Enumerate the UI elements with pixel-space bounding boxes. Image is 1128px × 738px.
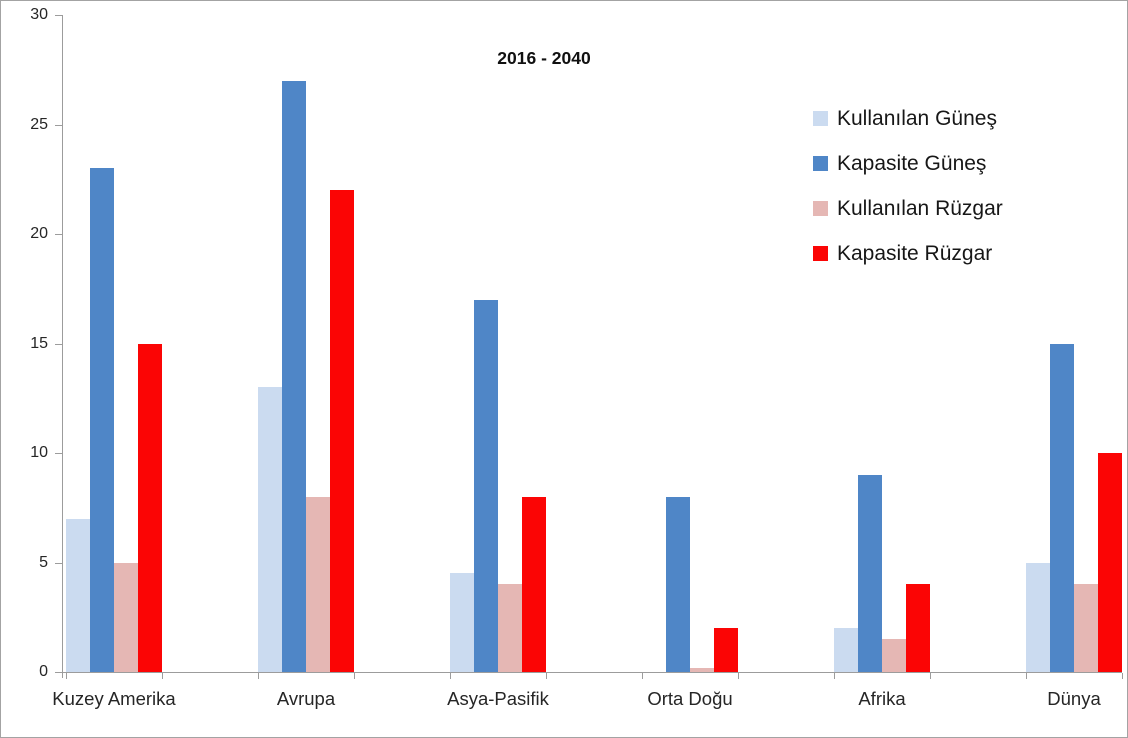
y-tick: [55, 15, 62, 16]
x-category-label: Orta Doğu: [647, 688, 733, 709]
bar-Kapasite Güneş-Orta Doğu: [666, 496, 690, 672]
x-axis: [62, 672, 1122, 673]
legend-label: Kullanılan Rüzgar: [837, 196, 1003, 220]
bar-Kapasite Rüzgar-Dünya: [1098, 453, 1122, 672]
y-tick: [55, 343, 62, 345]
x-tick: [162, 673, 163, 679]
bar-Kapasite Rüzgar-Orta Doğu: [714, 628, 738, 672]
x-tick: [354, 673, 355, 679]
bar-Kullanılan Rüzgar-Kuzey Amerika: [114, 562, 138, 672]
bar-Kapasite Güneş-Dünya: [1050, 343, 1074, 672]
bar-Kapasite Güneş-Avrupa: [282, 80, 306, 672]
bar-Kullanılan Güneş-Asya-Pasifik: [450, 573, 474, 672]
x-tick: [258, 673, 259, 679]
x-tick: [66, 673, 67, 679]
y-tick-label: 15: [30, 334, 48, 352]
x-category-label: Asya-Pasifik: [447, 688, 549, 709]
x-tick: [546, 673, 547, 679]
bar-Kullanılan Güneş-Afrika: [834, 628, 858, 672]
legend-label: Kullanılan Güneş: [837, 106, 997, 130]
bar-Kullanılan Rüzgar-Afrika: [882, 639, 906, 672]
x-tick: [642, 673, 643, 679]
bar-Kullanılan Rüzgar-Avrupa: [306, 496, 330, 672]
bar-Kapasite Rüzgar-Afrika: [906, 584, 930, 672]
bar-Kullanılan Güneş-Dünya: [1026, 562, 1050, 672]
bar-Kapasite Rüzgar-Kuzey Amerika: [138, 343, 162, 672]
x-tick: [1122, 673, 1123, 679]
legend-item: Kapasite Rüzgar: [813, 231, 1003, 276]
y-tick-label: 10: [30, 444, 48, 461]
bar-Kapasite Güneş-Afrika: [858, 474, 882, 672]
x-tick: [1026, 673, 1027, 679]
legend-item: Kullanılan Güneş: [813, 96, 1003, 141]
bar-Kullanılan Rüzgar-Dünya: [1074, 584, 1098, 672]
y-tick: [55, 672, 62, 673]
x-category-label: Dünya: [1047, 688, 1101, 709]
y-tick-label: 5: [39, 553, 48, 571]
x-tick: [450, 673, 451, 679]
x-tick: [738, 673, 739, 679]
y-tick: [55, 453, 62, 454]
legend-swatch-icon: [813, 156, 828, 171]
legend-item: Kapasite Güneş: [813, 141, 1003, 186]
bar-Kullanılan Rüzgar-Asya-Pasifik: [498, 584, 522, 672]
y-tick-label: 25: [30, 115, 48, 133]
bar-Kapasite Rüzgar-Avrupa: [330, 190, 354, 672]
bar-Kapasite Güneş-Kuzey Amerika: [90, 168, 114, 672]
bar-Kapasite Güneş-Asya-Pasifik: [474, 299, 498, 672]
legend-swatch-icon: [813, 111, 828, 126]
x-category-label: Avrupa: [276, 688, 336, 709]
x-category-label: Afrika: [858, 688, 906, 709]
y-tick: [55, 562, 62, 564]
y-tick: [55, 124, 62, 126]
bar-Kapasite Rüzgar-Asya-Pasifik: [522, 496, 546, 672]
legend-label: Kapasite Güneş: [837, 151, 987, 175]
legend-swatch-icon: [813, 201, 828, 216]
y-axis: [62, 15, 63, 678]
legend-label: Kapasite Rüzgar: [837, 241, 993, 265]
x-tick: [930, 673, 931, 679]
bar-Kullanılan Güneş-Kuzey Amerika: [66, 518, 90, 672]
chart-legend: Kullanılan Güneş Kapasite Güneş Kullanılan…: [813, 96, 1003, 276]
x-category-label: Kuzey Amerika: [52, 688, 176, 709]
legend-swatch-icon: [813, 246, 828, 261]
legend-item: Kullanılan Rüzgar: [813, 186, 1003, 231]
x-tick: [834, 673, 835, 679]
y-tick-label: 20: [30, 225, 48, 242]
y-tick-label: 30: [30, 6, 48, 23]
y-tick-label: 0: [39, 663, 48, 680]
bar-Kullanılan Rüzgar-Orta Doğu: [690, 667, 714, 672]
bar-Kullanılan Güneş-Avrupa: [258, 387, 282, 672]
chart-title: 2016 - 2040: [497, 48, 591, 68]
y-tick: [55, 234, 62, 235]
